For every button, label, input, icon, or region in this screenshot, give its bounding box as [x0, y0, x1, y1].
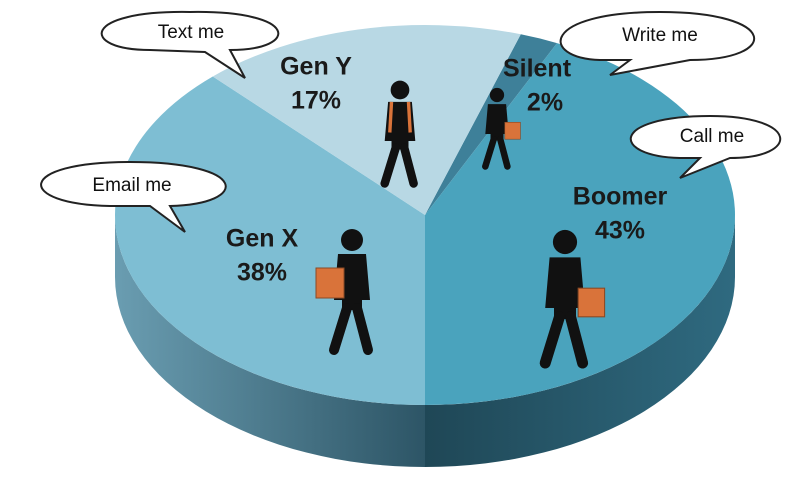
bubble: Text me	[100, 10, 280, 79]
body	[545, 257, 585, 319]
slice-label: Silent	[503, 55, 572, 83]
figure	[380, 80, 418, 188]
pack	[388, 101, 412, 133]
head	[552, 229, 578, 255]
slice-label: Gen Y	[280, 53, 352, 81]
legs	[482, 135, 511, 170]
slice-label: Boomer	[573, 183, 668, 211]
head	[341, 229, 363, 251]
annotation: Write me	[622, 25, 698, 46]
slice-side	[425, 215, 735, 467]
legs	[380, 143, 418, 188]
legs	[329, 303, 373, 355]
value-label: 2%	[527, 89, 563, 117]
bag	[577, 287, 606, 318]
bubble: Call me	[629, 114, 782, 179]
value-label: 17%	[291, 87, 341, 115]
value-label: 43%	[595, 217, 645, 245]
head	[390, 80, 410, 100]
slice	[212, 24, 521, 215]
annotation: Email me	[92, 175, 171, 196]
bag	[315, 267, 345, 299]
bubble: Email me	[40, 160, 227, 233]
figure	[539, 229, 606, 369]
legs	[539, 311, 589, 369]
pie	[115, 24, 735, 467]
slice-label: Gen X	[226, 225, 299, 253]
value-label: 38%	[237, 259, 287, 287]
body	[485, 104, 509, 141]
figures	[315, 80, 606, 369]
bubble: Write me	[559, 10, 756, 76]
figure	[482, 87, 521, 170]
annotation: Call me	[680, 126, 744, 147]
annotation: Text me	[158, 22, 225, 43]
labels: Silent 2% Boomer 43% Gen X 38% Gen Y 17%	[226, 53, 668, 287]
bag	[504, 121, 521, 140]
slice-side	[115, 215, 425, 467]
figure	[315, 229, 373, 355]
head	[489, 87, 505, 103]
